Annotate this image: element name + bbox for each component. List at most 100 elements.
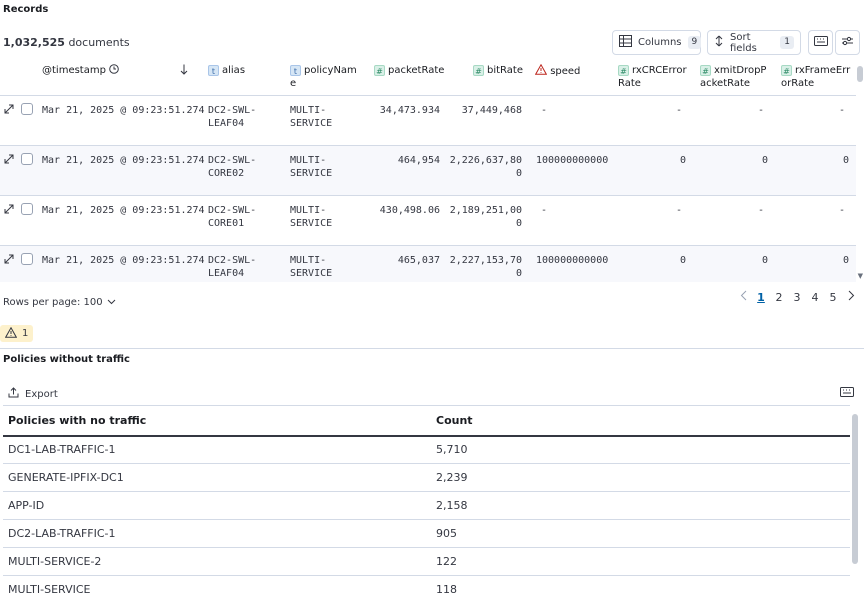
cell-xmitdroppacketrate: 0: [761, 155, 768, 166]
cell-count: 122: [436, 555, 457, 568]
cell-policy-name: DC2-LAB-TRAFFIC-1: [8, 527, 116, 540]
cell-speed: 100000000000: [536, 155, 609, 166]
cell-bitrate-line2: 0: [515, 168, 522, 179]
cell-count: 5,710: [436, 443, 468, 457]
page-3-button[interactable]: 3: [793, 291, 801, 304]
column-xmit-label-2: acketRate: [700, 78, 751, 89]
policies-table-header: Policies with no traffic Count: [3, 405, 850, 436]
cell-alias: DC2-SWL- LEAF04: [208, 254, 256, 280]
column-header-timestamp[interactable]: @timestamp: [42, 64, 119, 77]
keyboard-shortcuts-button[interactable]: [840, 387, 854, 400]
page-2-button[interactable]: 2: [775, 291, 783, 304]
scroll-down-arrow[interactable]: ▼: [857, 272, 863, 280]
cell-rxcrcerrorrate: -: [675, 105, 682, 116]
column-header-xmitdroppacketrate[interactable]: # xmitDropP acketRate: [700, 64, 766, 90]
column-alias-label: alias: [222, 65, 246, 76]
column-policyname-label-1: policyNam: [304, 65, 357, 76]
columns-count-badge: 9: [687, 36, 702, 49]
chevron-right-icon[interactable]: [842, 290, 860, 306]
column-header-policy[interactable]: Policies with no traffic: [8, 413, 147, 427]
cell-alias-line2: CORE01: [208, 218, 245, 229]
table-row: Mar 21, 2025 @ 09:23:51.274 DC2-SWL- LEAF…: [0, 96, 856, 146]
column-packetrate-label: packetRate: [388, 65, 445, 76]
cell-policy-line2: SERVICE: [290, 218, 333, 229]
column-header-alias[interactable]: t alias: [208, 64, 245, 77]
column-header-packetrate[interactable]: # packetRate: [374, 64, 444, 77]
text-field-icon: t: [208, 65, 219, 76]
cell-count: 905: [436, 527, 457, 540]
cell-bitrate: 2,226,637,80 0: [448, 154, 522, 180]
keyboard-icon: [813, 36, 828, 49]
page-5-button[interactable]: 5: [829, 291, 837, 304]
keyboard-shortcuts-button[interactable]: [808, 30, 833, 55]
sort-fields-button[interactable]: Sort fields 1: [707, 30, 801, 55]
display-settings-button[interactable]: [835, 30, 860, 55]
warnings-count: 1: [22, 328, 29, 339]
cell-rxframeerrorrate: 0: [842, 155, 849, 166]
table-row: MULTI-SERVICE-2 122: [3, 548, 850, 576]
rows-per-page-selector[interactable]: Rows per page: 100: [3, 297, 116, 308]
records-title: Records: [3, 4, 49, 15]
cell-timestamp: Mar 21, 2025 @ 09:23:51.274: [42, 205, 205, 216]
sort-count-badge: 1: [780, 36, 794, 49]
table-row: GENERATE-IPFIX-DC1 2,239: [3, 464, 850, 492]
column-header-speed[interactable]: speed: [534, 63, 580, 78]
cell-policyname: MULTI- SERVICE: [290, 154, 332, 180]
expand-icon[interactable]: [3, 253, 15, 265]
column-header-bitrate[interactable]: # bitRate: [473, 64, 523, 77]
rows-per-page-label: Rows per page: 100: [3, 297, 103, 308]
cell-policy-name: GENERATE-IPFIX-DC1: [8, 471, 124, 484]
cell-rxframeerrorrate: -: [838, 205, 845, 216]
cell-bitrate-line1: 2,189,251,00: [449, 205, 522, 216]
table-row: Mar 21, 2025 @ 09:23:51.274 DC2-SWL- CORE…: [0, 196, 856, 246]
clock-icon: [109, 64, 119, 76]
grid-scrollbar-thumb[interactable]: [857, 66, 863, 82]
row-checkbox[interactable]: [21, 153, 33, 165]
page-1-button[interactable]: 1: [757, 291, 765, 304]
table-row: DC1-LAB-TRAFFIC-1 5,710: [3, 436, 850, 464]
cell-alias-line1: DC2-SWL-: [208, 105, 257, 116]
cell-policy-name: MULTI-SERVICE-2: [8, 555, 102, 568]
column-header-policyname[interactable]: t policyNam e: [290, 64, 357, 90]
warnings-badge[interactable]: 1: [0, 325, 34, 342]
records-grid: @timestamp t alias t policyNam e # packetRa…: [0, 58, 864, 282]
cell-packetrate: 430,498.06: [379, 205, 440, 216]
sliders-icon: [841, 36, 854, 49]
cell-policy-line1: MULTI-: [290, 105, 327, 116]
policies-scrollbar-thumb[interactable]: [852, 414, 858, 564]
column-rxframe-label-1: rxFrameErr: [795, 65, 851, 76]
row-checkbox[interactable]: [21, 103, 33, 115]
expand-icon[interactable]: [3, 153, 15, 165]
document-count-label: documents: [68, 36, 130, 49]
page-4-button[interactable]: 4: [811, 291, 819, 304]
keyboard-icon: [840, 387, 854, 400]
column-header-count[interactable]: Count: [436, 413, 473, 427]
cell-xmitdroppacketrate: 0: [761, 255, 768, 266]
cell-policyname: MULTI- SERVICE: [290, 104, 332, 130]
column-header-rxframeerrorrate[interactable]: # rxFrameErr orRate: [781, 64, 850, 90]
cell-policy-line2: SERVICE: [290, 118, 333, 129]
row-checkbox[interactable]: [21, 203, 33, 215]
cell-timestamp: Mar 21, 2025 @ 09:23:51.274: [42, 105, 205, 116]
expand-icon[interactable]: [3, 203, 15, 215]
document-count: 1,032,525 documents: [3, 36, 130, 49]
export-button[interactable]: Export: [8, 387, 58, 401]
cell-xmitdroppacketrate: -: [757, 105, 764, 116]
cell-policy-line1: MULTI-: [290, 255, 327, 266]
expand-icon[interactable]: [3, 103, 15, 115]
cell-alias-line2: LEAF04: [208, 118, 245, 129]
panel-divider: [0, 348, 864, 349]
cell-rxframeerrorrate: 0: [842, 255, 849, 266]
cell-timestamp: Mar 21, 2025 @ 09:23:51.274: [42, 155, 205, 166]
columns-button[interactable]: Columns 9: [612, 30, 702, 55]
chevron-down-icon: [107, 297, 116, 308]
table-row: Mar 21, 2025 @ 09:23:51.274 DC2-SWL- CORE…: [0, 146, 856, 196]
number-field-icon: #: [618, 65, 629, 76]
column-header-rxcrcerrorrate[interactable]: # rxCRCError Rate: [618, 64, 687, 90]
sort-descending-icon[interactable]: [180, 64, 188, 79]
warning-icon: [4, 326, 18, 341]
chevron-left-icon[interactable]: [734, 290, 752, 306]
cell-policy-line1: MULTI-: [290, 205, 327, 216]
cell-count: 2,158: [436, 499, 468, 512]
row-checkbox[interactable]: [21, 253, 33, 265]
